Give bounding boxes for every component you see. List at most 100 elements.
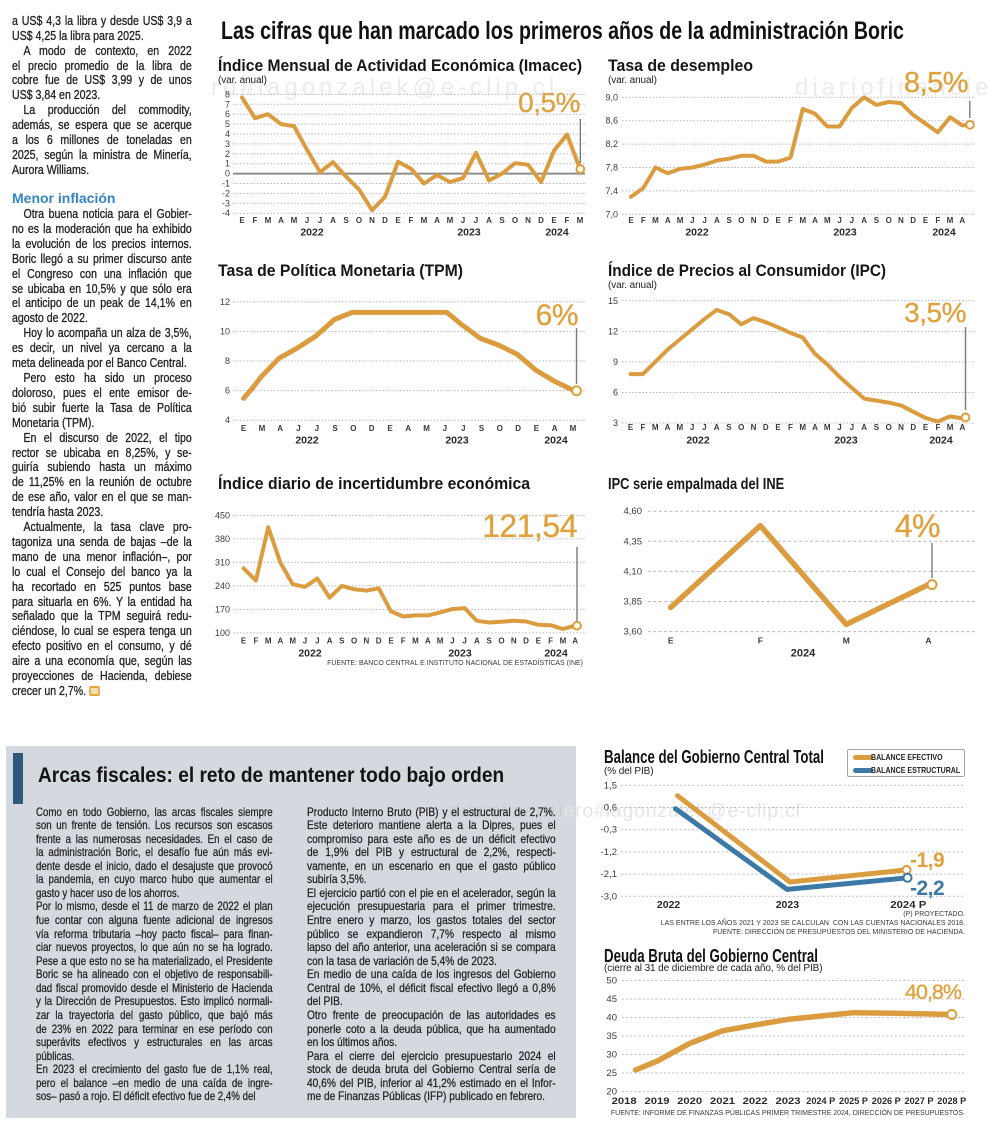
svg-text:A: A [861,423,867,432]
svg-text:M: M [421,216,428,225]
svg-text:A: A [277,424,283,433]
svg-text:M: M [824,216,831,225]
svg-text:D: D [382,216,388,225]
svg-text:E: E [387,424,393,433]
svg-text:0,6: 0,6 [604,803,617,814]
svg-text:J: J [315,424,319,433]
svg-text:A: A [552,424,558,433]
svg-text:2023: 2023 [834,435,858,447]
svg-text:A: A [434,216,440,225]
svg-text:J: J [462,637,466,646]
svg-text:A: A [278,637,284,646]
svg-text:170: 170 [215,604,230,614]
svg-text:N: N [369,216,375,225]
svg-text:2023: 2023 [457,227,481,239]
svg-text:2026 P: 2026 P [872,1096,902,1107]
svg-text:D: D [763,216,769,225]
svg-text:F: F [935,423,940,432]
svg-text:2023: 2023 [776,899,800,911]
svg-text:F: F [253,637,258,646]
svg-text:7: 7 [225,99,230,109]
svg-text:-3: -3 [222,198,230,208]
svg-text:M: M [265,637,272,646]
svg-text:F: F [565,216,570,225]
svg-text:2022: 2022 [657,899,681,911]
svg-text:E: E [241,637,247,646]
svg-text:O: O [498,637,504,646]
svg-text:J: J [303,637,307,646]
svg-text:E: E [241,424,247,433]
svg-text:A: A [425,637,431,646]
svg-text:M: M [824,423,831,432]
svg-text:4: 4 [225,129,230,139]
svg-text:A: A [925,636,931,646]
svg-text:6: 6 [225,109,230,119]
svg-text:2023: 2023 [448,648,472,660]
svg-text:8,6: 8,6 [605,116,618,126]
svg-text:J: J [702,423,706,432]
svg-text:35: 35 [606,1031,617,1042]
svg-text:3,85: 3,85 [624,597,643,608]
svg-text:2024: 2024 [544,435,568,447]
svg-text:2024: 2024 [932,227,956,239]
svg-text:M: M [947,216,954,225]
svg-text:O: O [356,216,362,225]
svg-text:2022: 2022 [300,227,324,239]
svg-text:2024: 2024 [791,648,816,660]
svg-text:2028 P: 2028 P [937,1096,967,1107]
svg-text:J: J [305,216,309,225]
svg-text:D: D [376,637,382,646]
svg-text:3,60: 3,60 [624,627,643,638]
svg-text:M: M [677,216,684,225]
svg-text:M: M [652,423,659,432]
svg-text:2024: 2024 [545,227,569,239]
svg-text:O: O [886,423,892,432]
svg-text:J: J [837,216,841,225]
svg-text:4,60: 4,60 [624,506,643,517]
svg-text:30: 30 [606,1050,617,1061]
svg-text:D: D [369,424,375,433]
svg-text:8,2: 8,2 [605,139,618,149]
svg-text:4,35: 4,35 [624,536,643,547]
svg-text:E: E [668,636,674,646]
svg-text:O: O [350,424,356,433]
svg-text:A: A [278,216,284,225]
svg-text:J: J [837,423,841,432]
svg-text:-1,2: -1,2 [601,847,617,858]
svg-text:S: S [479,424,485,433]
svg-text:2024: 2024 [544,648,568,660]
svg-text:9: 9 [613,357,618,367]
svg-text:M: M [843,636,850,646]
svg-text:J: J [461,216,465,225]
svg-text:F: F [401,637,406,646]
svg-text:J: J [461,424,465,433]
svg-text:240: 240 [215,581,230,591]
svg-text:M: M [437,637,444,646]
svg-text:A: A [486,216,492,225]
svg-text:A: A [959,216,965,225]
svg-text:1: 1 [225,159,230,169]
svg-text:N: N [751,423,757,432]
svg-text:M: M [652,216,659,225]
svg-text:6: 6 [613,388,618,398]
svg-text:J: J [296,424,300,433]
svg-text:2: 2 [225,149,230,159]
svg-text:A: A [714,423,720,432]
svg-text:A: A [572,637,578,646]
svg-text:-2,1: -2,1 [601,869,617,880]
svg-text:2022: 2022 [686,435,710,447]
svg-text:A: A [474,637,480,646]
svg-text:A: A [714,216,720,225]
svg-text:F: F [758,636,763,646]
svg-text:2021: 2021 [710,1096,736,1107]
svg-text:D: D [763,423,769,432]
svg-text:0: 0 [225,169,230,179]
svg-text:D: D [538,216,544,225]
svg-text:12: 12 [220,297,230,307]
svg-text:M: M [799,216,806,225]
svg-text:4: 4 [225,415,230,425]
svg-text:2025 P: 2025 P [839,1096,869,1107]
svg-text:S: S [499,216,505,225]
svg-text:M: M [289,637,296,646]
svg-text:N: N [898,216,904,225]
